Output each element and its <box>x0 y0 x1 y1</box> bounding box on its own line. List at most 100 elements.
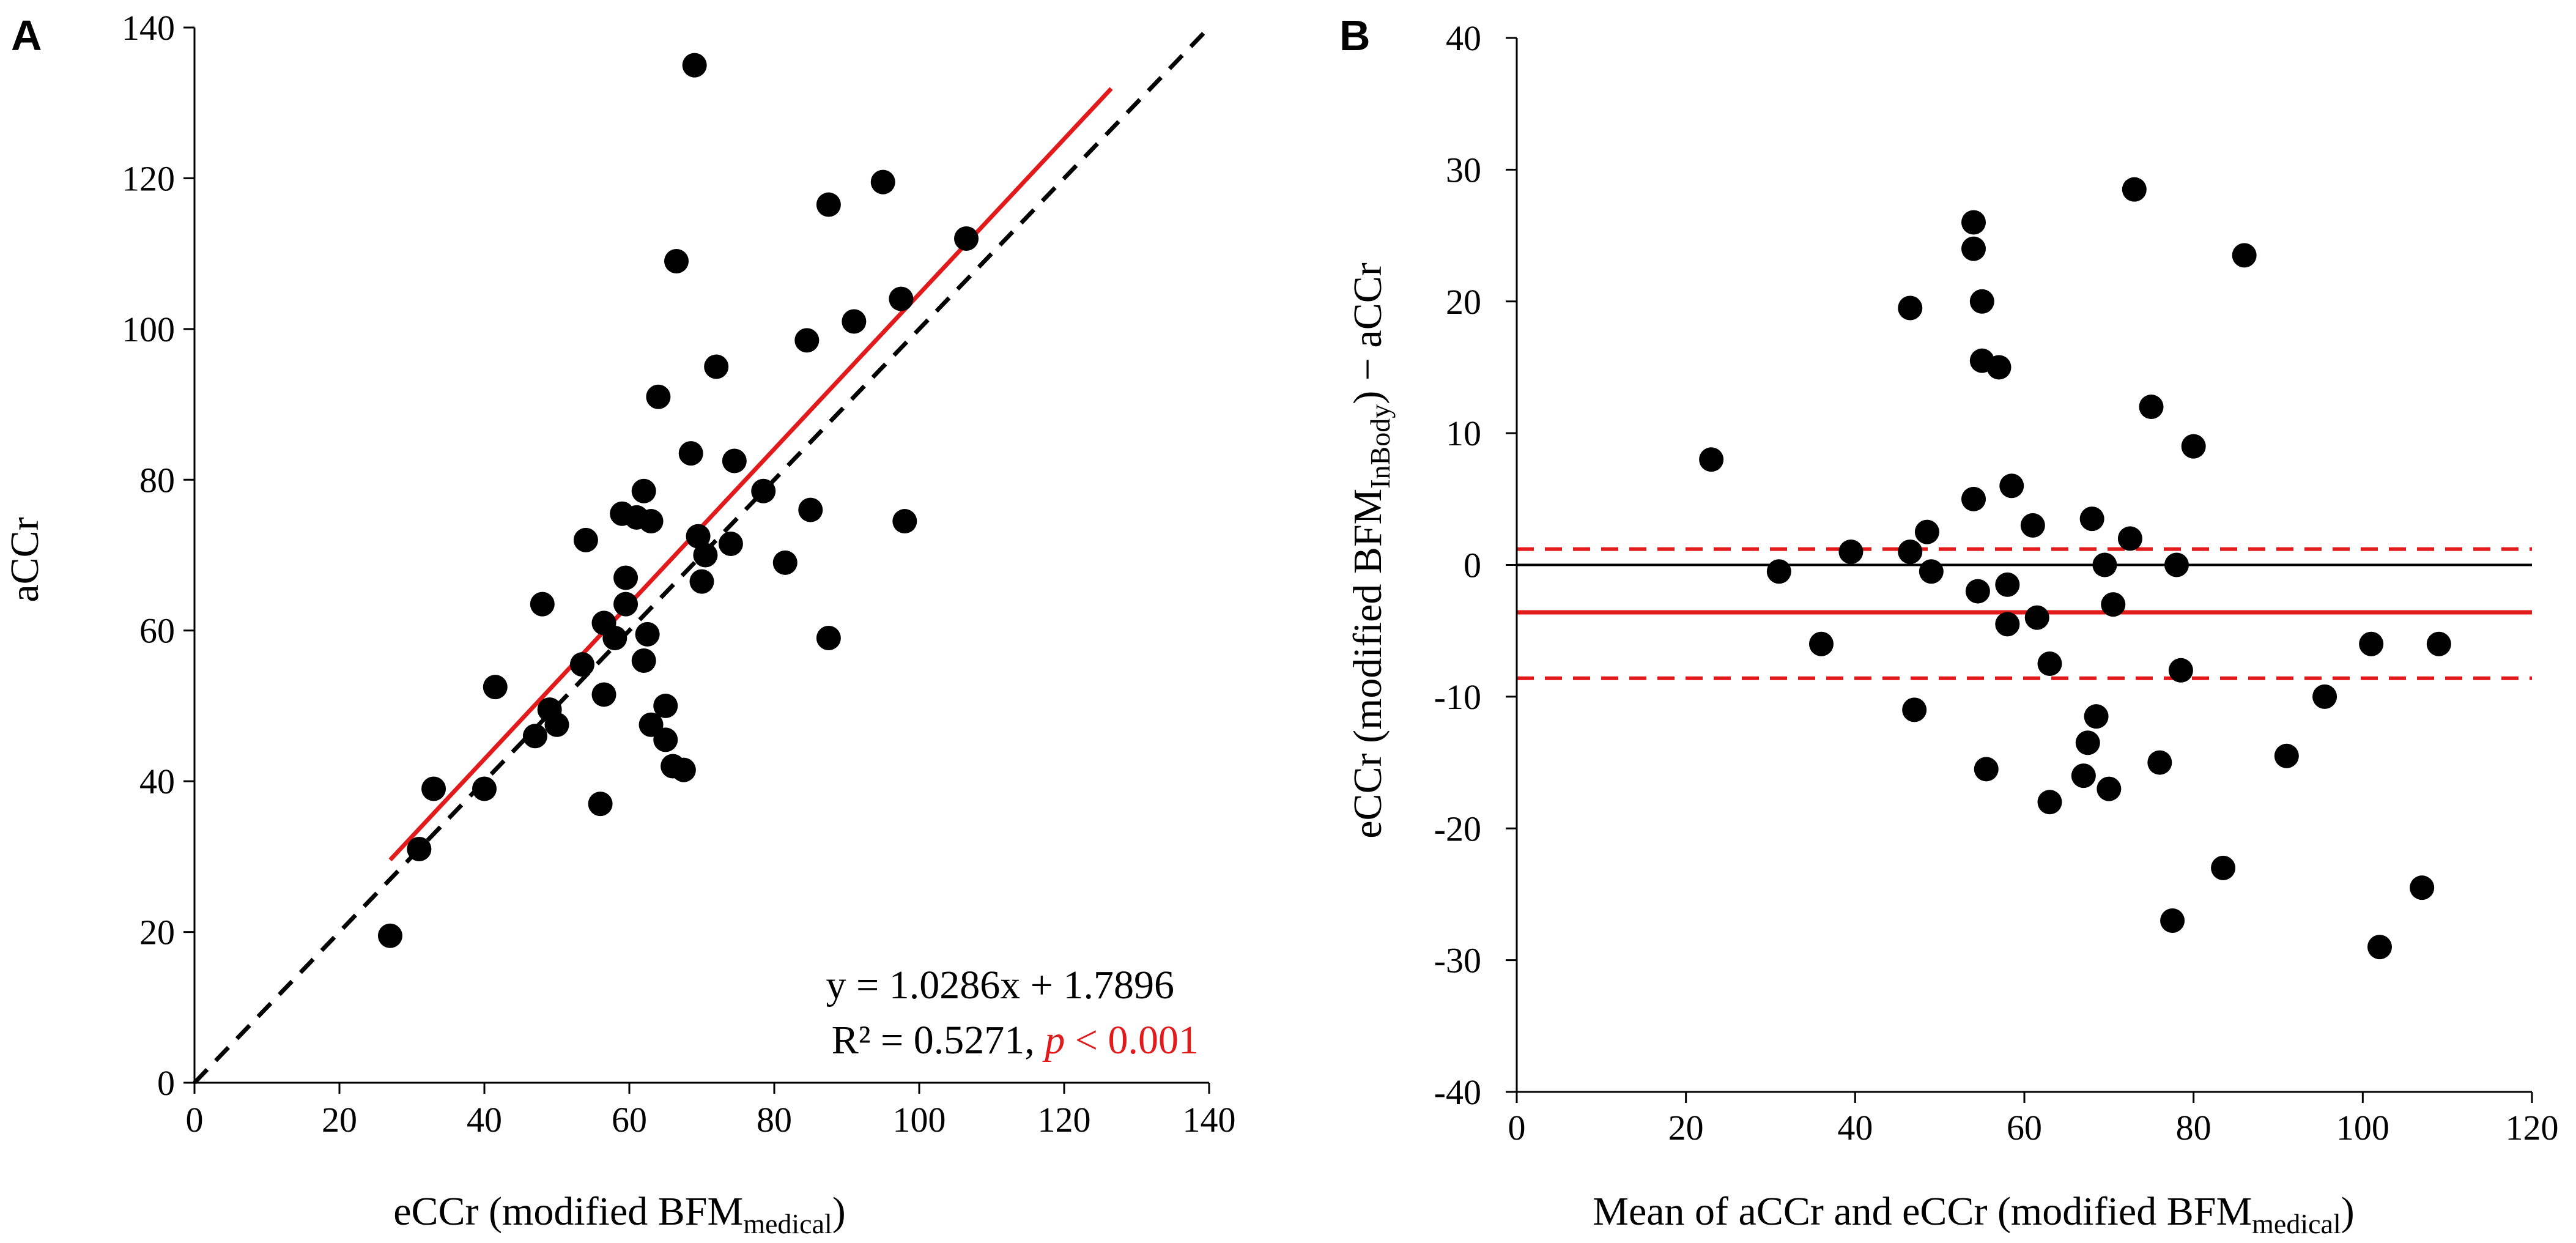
panel-a-data-point <box>472 776 497 801</box>
panel-b-data-point <box>2071 763 2096 788</box>
panel-a-x-axis-title: eCCr (modified BFMmedical) <box>393 1189 846 1239</box>
panel-a-data-point <box>569 652 594 677</box>
panel-b-x-tick-label: 80 <box>2176 1108 2211 1148</box>
panel-a-y-tick-label: 20 <box>139 913 175 952</box>
panel-b-data-point <box>1902 697 1927 722</box>
panel-b-y-tick-label: -20 <box>1434 809 1481 848</box>
panel-a-data-point <box>794 328 820 353</box>
panel-b-data-point <box>1995 572 2020 597</box>
panel-a-data-point <box>892 509 917 534</box>
panel-b-data-point <box>1699 447 1724 472</box>
panel-a-y-tick-label: 60 <box>139 611 175 651</box>
panel-b-data-point <box>1999 473 2024 499</box>
panel-a-data-point <box>816 192 841 217</box>
panel-b-x-tick-label: 40 <box>1837 1108 1873 1148</box>
panel-a-data-point <box>588 792 613 817</box>
panel-a-y-tick-label: 100 <box>122 310 175 349</box>
panel-a-data-point <box>638 509 664 534</box>
panel-b-data-point <box>2410 875 2435 900</box>
panel-b-data-point <box>1961 236 1986 261</box>
panel-a-x-tick-label: 140 <box>1183 1100 1236 1140</box>
panel-b-data-point <box>2181 434 2206 459</box>
panel-a-x-tick-label: 80 <box>757 1100 792 1140</box>
panel-a-y-tick-label: 120 <box>122 158 175 198</box>
panel-a-data-point <box>483 675 508 700</box>
panel-b-data-point <box>2097 776 2122 801</box>
panel-a-data-point <box>646 384 671 409</box>
panel-b-data-point <box>2164 552 2189 577</box>
panel-a-data-point <box>772 550 798 575</box>
panel-b-data-point <box>2084 704 2109 729</box>
panel-b-y-tick-label: -10 <box>1434 677 1481 717</box>
panel-a-data-point <box>602 626 627 651</box>
panel-b-x-tick-label: 100 <box>2336 1108 2389 1148</box>
panel-b-data-point <box>1969 289 1994 314</box>
panel-a-data-point <box>686 524 711 549</box>
panel-a-data-point <box>671 757 696 782</box>
panel-b-data-point <box>2037 790 2062 815</box>
panel-a-data-point <box>407 837 432 862</box>
panel-b-data-point <box>2122 177 2147 202</box>
panel-b-data-point <box>2312 684 2337 709</box>
panel-b-data-point <box>1898 539 1923 564</box>
panel-a-x-tick-label: 0 <box>186 1100 204 1140</box>
panel-a-data-point <box>635 622 660 647</box>
panel-b-y-tick-label: 30 <box>1446 150 1481 190</box>
panel-b-data-point <box>2232 243 2257 268</box>
panel-b-y-tick-label: -30 <box>1434 941 1481 981</box>
panel-b-data-point <box>2426 631 2451 656</box>
panel-b-y-tick-label: 20 <box>1446 282 1481 322</box>
panel-b-data-point <box>1919 559 1944 584</box>
panel-a-data-point <box>653 727 678 752</box>
panel-b-data-point <box>2274 743 2299 768</box>
panel-a-x-tick-label: 40 <box>467 1100 502 1140</box>
panel-b-x-tick-label: 120 <box>2506 1108 2559 1148</box>
panel-b-data-point <box>2024 605 2049 630</box>
panel-a-data-point <box>522 724 547 749</box>
panel-a-data-point <box>954 226 979 251</box>
panel-b-data-point <box>1995 612 2020 637</box>
panel-b-data-point <box>2117 526 2142 551</box>
panel-b-x-axis-title: Mean of aCCr and eCCr (modified BFMmedic… <box>1593 1189 2354 1239</box>
panel-a-data-point <box>718 532 743 557</box>
panel-a-y-axis-title: aCCr <box>2 517 47 602</box>
panel-b-y-tick-label: -40 <box>1434 1072 1481 1112</box>
panel-a-data-point <box>689 569 714 594</box>
panel-a-data-point <box>631 478 656 503</box>
panel-a-data-point <box>421 776 446 801</box>
panel-a-y-tick-label: 140 <box>122 8 175 48</box>
panel-b-data-point <box>2359 631 2384 656</box>
panel-b-data-point <box>2101 592 2126 617</box>
panel-b-data-point <box>2160 908 2185 933</box>
panel-b-x-tick-label: 0 <box>1508 1108 1526 1148</box>
panel-a-x-tick-label: 20 <box>322 1100 357 1140</box>
panel-a: A 0 20 40 60 80 100 120 140 0 20 40 60 80 100 120 140 a… <box>2 8 1236 1239</box>
panel-a-label: A <box>11 12 42 59</box>
panel-a-x-tick-label: 120 <box>1038 1100 1091 1140</box>
panel-a-data-point <box>613 592 638 617</box>
panel-b-data-point <box>1961 486 1986 511</box>
panel-a-data-point <box>573 527 598 552</box>
panel-b-y-tick-label: 40 <box>1446 18 1481 58</box>
r-squared-text: R² = 0.5271, p < 0.001 <box>832 1018 1199 1063</box>
panel-a-data-point <box>678 441 703 466</box>
panel-b-data-point <box>1986 355 2012 380</box>
panel-b-data-point <box>1914 519 1939 544</box>
panel-a-data-point <box>889 286 914 311</box>
panel-b: B 0 20 40 60 80 100 120 -40 -30 -20 -10 0 10 20 30 40 e… <box>1339 12 2559 1239</box>
panel-a-data-point <box>751 478 776 503</box>
panel-a-data-point <box>693 543 718 568</box>
panel-b-data-point <box>2147 750 2172 775</box>
panel-b-x-tick-label: 20 <box>1668 1108 1704 1148</box>
panel-b-data-point <box>2211 855 2236 880</box>
panel-a-data-point <box>704 354 729 379</box>
panel-b-data-point <box>1766 559 1791 584</box>
panel-a-data-point <box>816 626 841 651</box>
panel-a-data-point <box>530 592 555 617</box>
panel-a-data-point <box>798 497 823 522</box>
panel-a-data-point <box>631 648 656 673</box>
panel-b-y-tick-label: 10 <box>1446 414 1481 453</box>
panel-b-data-point <box>2020 513 2045 538</box>
panel-a-data-point <box>613 565 638 590</box>
